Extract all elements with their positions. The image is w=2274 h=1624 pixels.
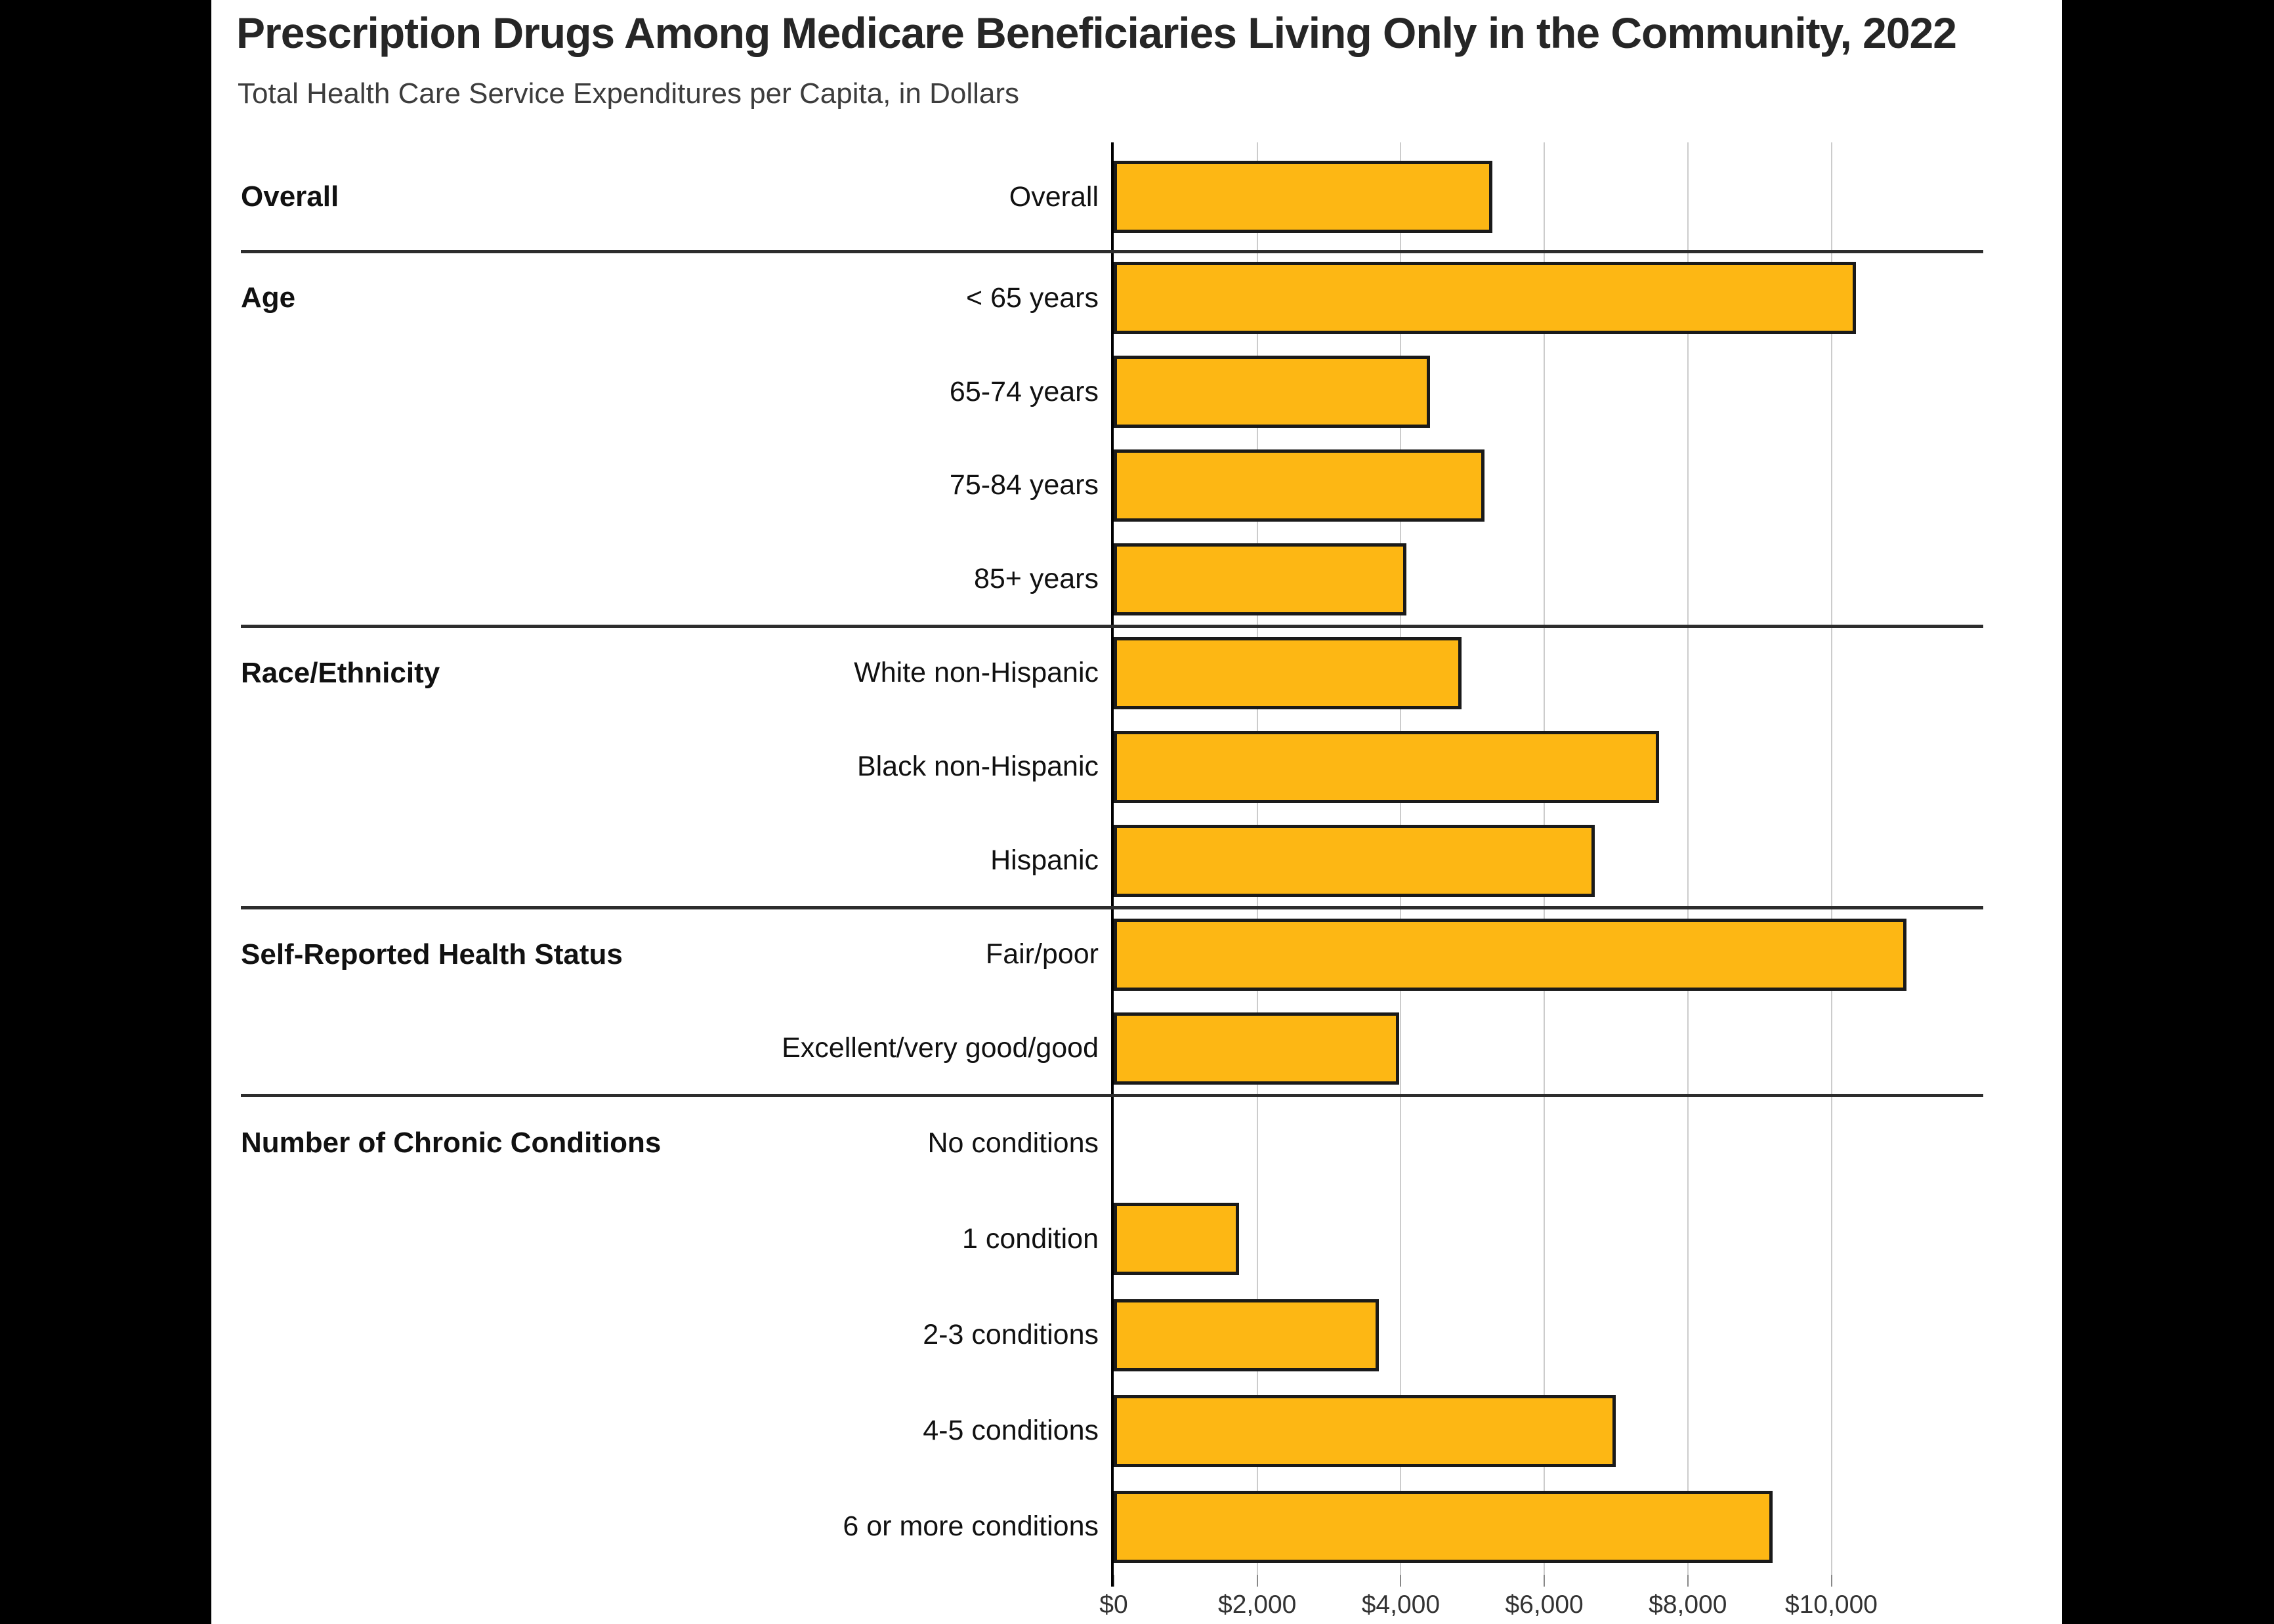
row-label: 75-84 years [949,469,1099,501]
row-label: < 65 years [966,281,1099,314]
bar [1114,356,1430,428]
bar [1114,161,1492,233]
axis-tick-2000 [1256,1575,1258,1587]
group-label-0: Overall [241,180,339,213]
axis-tick-label: $0 [1099,1591,1128,1619]
group-separator [241,1094,1983,1097]
bar [1114,918,1906,991]
group-label-3: Self-Reported Health Status [241,938,623,970]
group-separator [241,625,1983,628]
bar [1114,1490,1773,1563]
gridline-8000 [1687,142,1689,1575]
axis-tick-label: $4,000 [1361,1591,1441,1619]
axis-tick-label: $8,000 [1649,1591,1727,1619]
chart-title: Prescription Drugs Among Medicare Benefi… [236,9,1957,57]
row-label: 4-5 conditions [923,1415,1099,1447]
axis-tick-label: $6,000 [1505,1591,1584,1619]
bar [1114,824,1595,897]
row-label: Black non-Hispanic [856,751,1099,782]
chart-subtitle: Total Health Care Service Expenditures p… [238,77,1020,110]
row-label: Hispanic [990,844,1099,876]
axis-tick-label: $10,000 [1785,1591,1878,1619]
y-axis-line [1111,142,1114,1587]
bar [1114,730,1659,803]
group-label-4: Number of Chronic Conditions [241,1127,662,1159]
bar [1114,1394,1616,1467]
bar [1114,543,1406,615]
axis-tick-0 [1113,1575,1114,1587]
group-label-2: Race/Ethnicity [241,656,440,689]
axis-tick-6000 [1544,1575,1546,1587]
row-label: White non-Hispanic [854,657,1099,688]
bar [1114,449,1484,522]
group-separator [241,250,1983,253]
row-label: Fair/poor [985,938,1099,970]
axis-tick-10000 [1830,1575,1832,1587]
row-label: Overall [1009,180,1099,213]
row-label: 65-74 years [949,375,1099,407]
bar [1114,262,1856,335]
bar [1114,1299,1379,1371]
row-label: 6 or more conditions [843,1510,1099,1543]
bar [1114,1012,1399,1085]
group-label-1: Age [241,281,296,314]
row-label: No conditions [927,1127,1099,1159]
row-label: 85+ years [973,563,1099,595]
axis-tick-8000 [1687,1575,1689,1587]
axis-tick-4000 [1400,1575,1402,1587]
gridline-10000 [1830,142,1832,1575]
axis-tick-label: $2,000 [1218,1591,1297,1619]
group-separator [241,906,1983,909]
row-label: Excellent/very good/good [782,1032,1099,1064]
row-label: 1 condition [962,1222,1099,1255]
bar [1114,636,1462,709]
bar [1114,1203,1239,1276]
chart-panel: Prescription Drugs Among Medicare Benefi… [211,0,2062,1624]
row-label: 2-3 conditions [923,1318,1099,1350]
